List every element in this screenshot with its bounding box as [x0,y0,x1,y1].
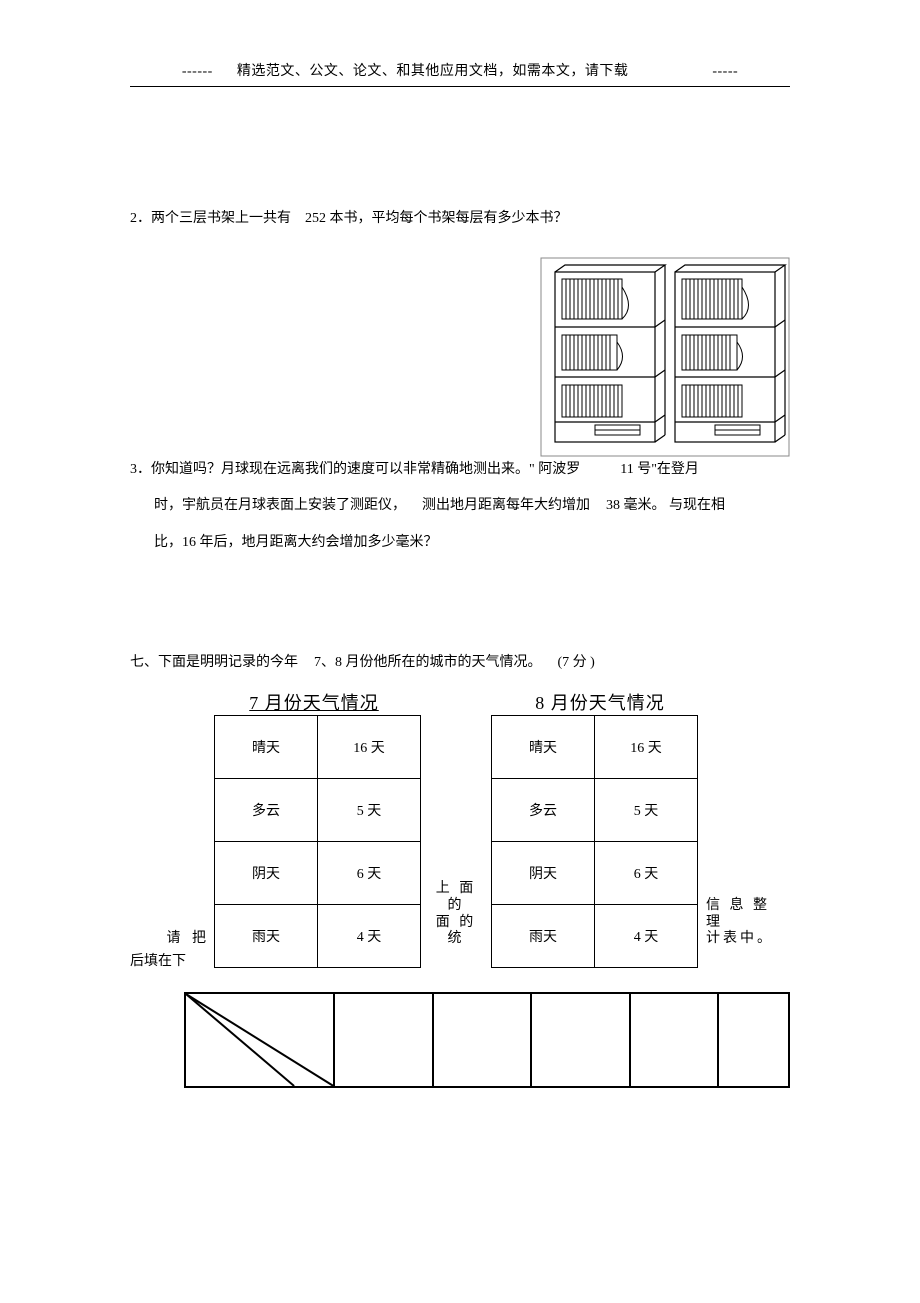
weather-value: 6 天 [595,842,698,905]
question-2: 2．两个三层书架上一共有 252 本书，平均每个书架每层有多少本书？ [130,207,790,227]
weather-label: 多云 [215,779,318,842]
weather-value: 16 天 [318,716,421,779]
q3-line3: 比，16 年后，地月距离大约会增加多少毫米？ [154,535,438,550]
flow-text-right: 信 息 整 理 计表中。 [698,898,788,968]
s7-score: (7 分 ) [558,655,595,670]
summary-cell [531,993,629,1087]
table-row: 晴天16 天 [215,716,421,779]
table-row: 多云5 天 [492,779,698,842]
q3-apollo: 11 号"在登月 [620,462,699,477]
table-row: 阴天6 天 [492,842,698,905]
weather-label: 雨天 [492,905,595,968]
q2-prefix: 2．两个三层书架上一共有 [130,211,291,226]
table-row: 雨天4 天 [215,905,421,968]
diagonal-header-cell [185,993,334,1087]
table-row: 晴天16 天 [492,716,698,779]
header-dash-right: ----- [712,64,738,80]
summary-table-wrap [184,992,790,1088]
s7-prefix: 七、下面是明明记录的今年 [130,655,298,670]
caption-august: 8 月份天气情况 [500,689,700,715]
section-7-title: 七、下面是明明记录的今年 7、8 月份他所在的城市的天气情况。 (7 分 ) [130,651,790,671]
weather-tables: 7 月份天气情况 8 月份天气情况 请 把 晴天16 天 多云5 天 阴天6 天… [130,689,790,968]
s7-mid: 7、8 月份他所在的城市的天气情况。 [314,655,542,670]
doc-header: ------ 精选范文、公文、论文、和其他应用文档，如需本文，请下载 ----- [130,60,790,86]
header-rule [130,86,790,87]
summary-cell [630,993,719,1087]
summary-cell [718,993,789,1087]
table-row: 雨天4 天 [492,905,698,968]
header-text: 精选范文、公文、论文、和其他应用文档，如需本文，请下载 [237,64,629,79]
flow-text-left: 请 把 [130,931,214,968]
weather-label: 阴天 [492,842,595,905]
table-row [185,993,789,1087]
q2-number: 252 [305,211,326,226]
question-3: 3．你知道吗？月球现在远离我们的速度可以非常精确地测出来。" 阿波罗 11 号"在… [130,452,790,561]
q3-line2a: 时，宇航员在月球表面上安装了测距仪， [154,498,406,513]
q3-line2c: 38 毫米。 与现在相 [606,498,725,513]
weather-value: 4 天 [318,905,421,968]
weather-value: 16 天 [595,716,698,779]
july-table: 晴天16 天 多云5 天 阴天6 天 雨天4 天 [214,715,421,968]
table-row: 多云5 天 [215,779,421,842]
flow-text-mid: 上 面 的 面 的 统 [421,881,491,968]
q3-line2b: 测出地月距离每年大约增加 [422,498,590,513]
summary-cell [433,993,531,1087]
bookshelf-illustration [130,257,790,462]
weather-label: 阴天 [215,842,318,905]
weather-label: 晴天 [215,716,318,779]
weather-label: 雨天 [215,905,318,968]
summary-cell [334,993,432,1087]
q3-line1a: 3．你知道吗？月球现在远离我们的速度可以非常精确地测出来。" 阿波罗 [130,462,580,477]
august-table: 晴天16 天 多云5 天 阴天6 天 雨天4 天 [491,715,698,968]
q2-suffix: 本书，平均每个书架每层有多少本书？ [330,211,568,226]
weather-label: 晴天 [492,716,595,779]
header-dash-left: ------ [182,64,213,80]
weather-value: 6 天 [318,842,421,905]
caption-july: 7 月份天气情况 [214,689,414,715]
summary-table [184,992,790,1088]
weather-value: 4 天 [595,905,698,968]
weather-value: 5 天 [318,779,421,842]
table-row: 阴天6 天 [215,842,421,905]
weather-value: 5 天 [595,779,698,842]
weather-label: 多云 [492,779,595,842]
